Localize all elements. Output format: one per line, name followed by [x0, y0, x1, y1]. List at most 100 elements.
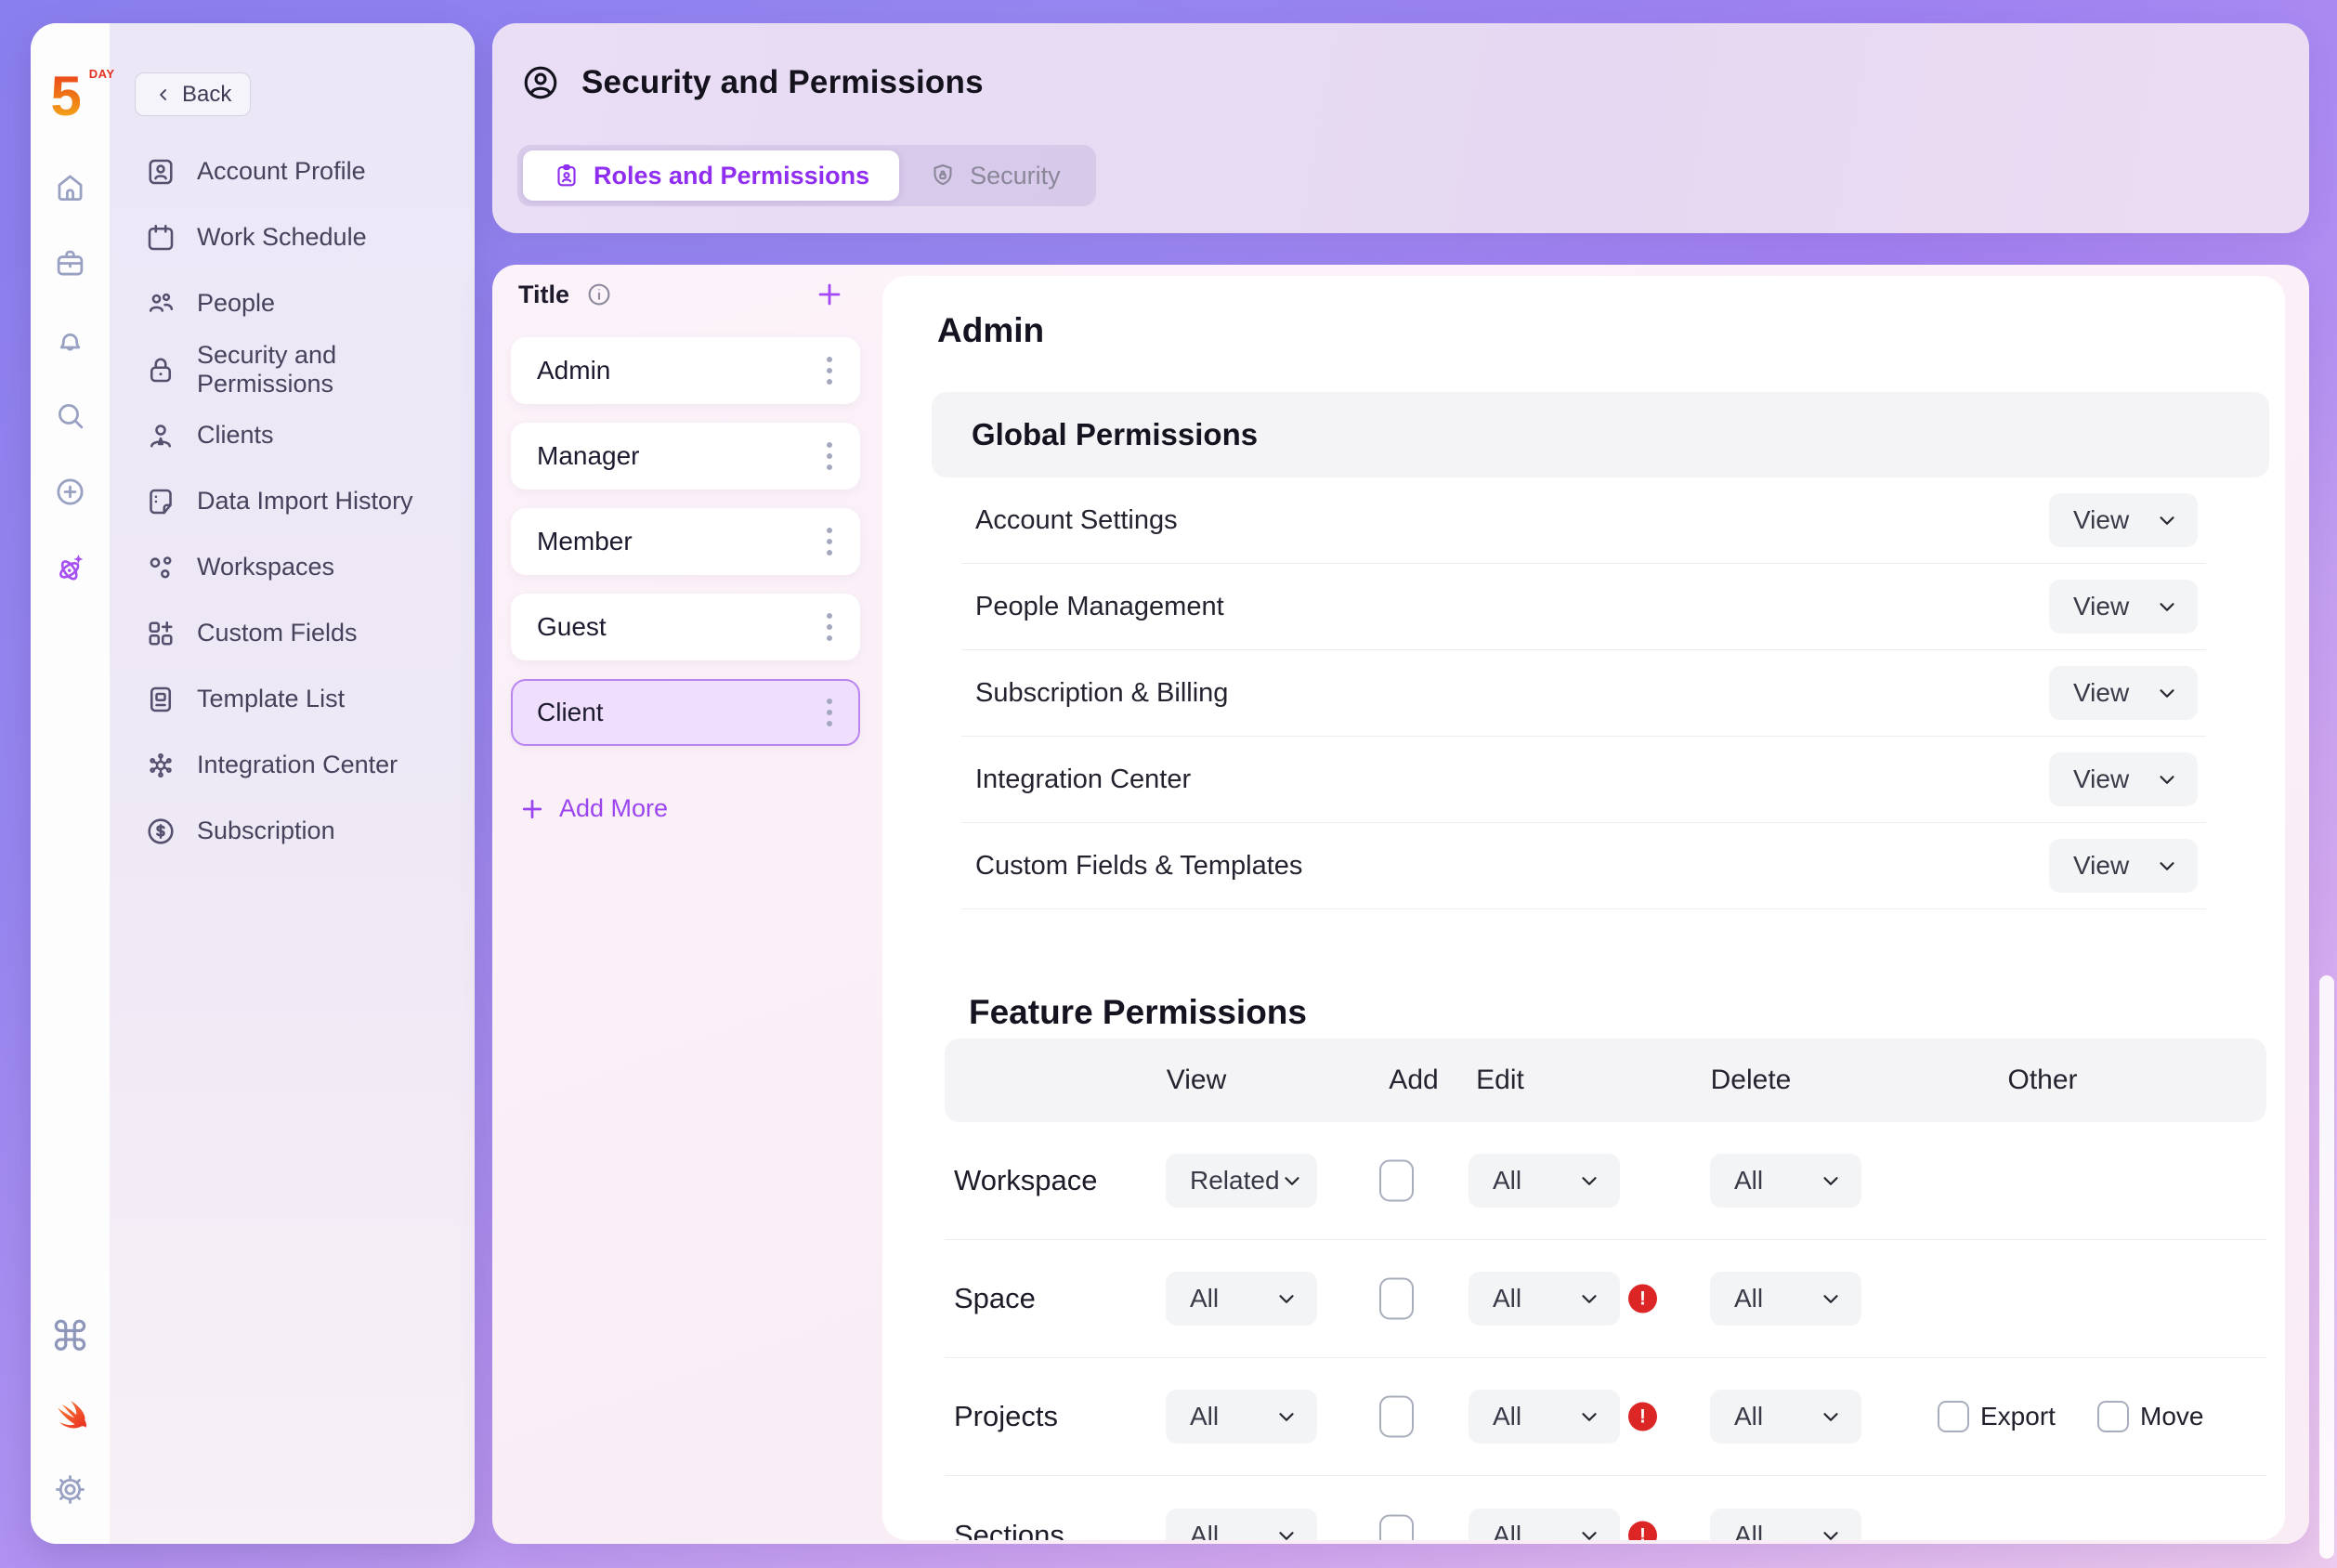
add-role-plus-icon[interactable]: [814, 279, 845, 310]
kebab-menu-icon[interactable]: [821, 351, 838, 390]
dropdown-value: All: [1493, 1166, 1522, 1195]
chevron-down-icon: [1823, 1177, 1838, 1185]
global-permissions-header: Global Permissions: [932, 392, 2269, 477]
space-edit-dropdown[interactable]: All: [1469, 1272, 1620, 1326]
sidebar-item-integration-center[interactable]: Integration Center: [135, 732, 475, 798]
swift-icon[interactable]: [52, 1396, 89, 1433]
sidebar-item-work-schedule[interactable]: Work Schedule: [135, 204, 475, 270]
feature-permissions-rows: Workspace Related All All: [945, 1122, 2266, 1540]
lock-icon: [150, 358, 172, 382]
projects-view-dropdown[interactable]: All: [1166, 1390, 1317, 1444]
briefcase-icon[interactable]: [53, 246, 87, 281]
people-management-dropdown[interactable]: View: [2049, 580, 2198, 634]
column-other: Other: [2007, 1065, 2078, 1095]
workspace-delete-dropdown[interactable]: All: [1710, 1154, 1861, 1208]
space-add-checkbox[interactable]: [1379, 1277, 1414, 1320]
projects-add-checkbox[interactable]: [1379, 1395, 1414, 1438]
sections-edit-error-icon: [1628, 1521, 1657, 1540]
permission-label: Integration Center: [975, 764, 1192, 794]
workspace-edit-dropdown[interactable]: All: [1469, 1154, 1620, 1208]
kebab-menu-icon[interactable]: [821, 522, 838, 561]
role-card-guest[interactable]: Guest: [511, 594, 860, 660]
feature-row-label: Projects: [954, 1400, 1058, 1432]
projects-move-checkbox[interactable]: [2097, 1401, 2129, 1432]
sidebar-item-clients[interactable]: Clients: [135, 402, 475, 468]
dropdown-value: All: [1734, 1520, 1764, 1541]
add-more-label: Add More: [559, 794, 669, 822]
dropdown-value: All: [1734, 1402, 1764, 1431]
role-card-admin[interactable]: Admin: [511, 337, 860, 404]
workspace-view-dropdown[interactable]: Related: [1166, 1154, 1317, 1208]
account-settings-dropdown[interactable]: View: [2049, 493, 2198, 547]
tab-label: Security: [970, 161, 1061, 189]
add-more-button[interactable]: Add More: [511, 794, 860, 823]
scrollbar[interactable]: [2319, 975, 2334, 1559]
settings-gear-icon[interactable]: [53, 1472, 87, 1507]
selected-role-heading: Admin: [937, 311, 1045, 349]
roles-column-header: Title: [511, 276, 860, 313]
column-delete: Delete: [1710, 1065, 1792, 1095]
dropdown-value: All: [1493, 1284, 1522, 1313]
role-name: Manager: [537, 441, 640, 470]
sidebar-item-account-profile[interactable]: Account Profile: [135, 138, 475, 204]
plus-circle-icon[interactable]: [53, 475, 87, 509]
workspace-add-checkbox[interactable]: [1379, 1159, 1414, 1202]
page-title: Security and Permissions: [581, 64, 984, 100]
kebab-menu-icon[interactable]: [821, 608, 838, 647]
dropdown-value: All: [1190, 1284, 1220, 1313]
permission-label: People Management: [975, 591, 1224, 621]
sidebar-item-people[interactable]: People: [135, 270, 475, 336]
info-icon[interactable]: [585, 281, 613, 308]
feature-row-workspace: Workspace Related All All: [945, 1122, 2266, 1240]
sidebar-item-security-and-permissions[interactable]: Security and Permissions: [135, 336, 475, 402]
page-header: Security and Permissions Roles and Permi…: [492, 23, 2309, 233]
role-name: Client: [537, 698, 604, 726]
sidebar-item-data-import-history[interactable]: Data Import History: [135, 468, 475, 534]
integration-center-dropdown[interactable]: View: [2049, 752, 2198, 806]
space-delete-dropdown[interactable]: All: [1710, 1272, 1861, 1326]
permission-row-account-settings: Account Settings View: [961, 477, 2206, 564]
kebab-menu-icon[interactable]: [821, 437, 838, 476]
sidebar-item-template-list[interactable]: Template List: [135, 666, 475, 732]
squares-plus-icon: [149, 621, 173, 646]
sections-edit-dropdown[interactable]: All: [1469, 1508, 1620, 1540]
role-card-member[interactable]: Member: [511, 508, 860, 575]
sidebar-item-custom-fields[interactable]: Custom Fields: [135, 600, 475, 666]
dropdown-value: All: [1734, 1284, 1764, 1313]
ai-sparkle-icon[interactable]: [53, 551, 87, 585]
space-view-dropdown[interactable]: All: [1166, 1272, 1317, 1326]
dropdown-value: All: [1190, 1520, 1220, 1541]
sections-add-checkbox[interactable]: [1379, 1514, 1414, 1540]
role-card-manager[interactable]: Manager: [511, 423, 860, 490]
tab-security[interactable]: Security: [899, 150, 1090, 201]
feature-row-sections: Sections All All All: [945, 1476, 2266, 1540]
sidebar-item-subscription[interactable]: Subscription: [135, 798, 475, 864]
kebab-menu-icon[interactable]: [821, 693, 838, 732]
projects-delete-dropdown[interactable]: All: [1710, 1390, 1861, 1444]
dropdown-value: All: [1493, 1402, 1522, 1431]
chevron-down-icon: [2160, 603, 2174, 611]
sidebar-item-workspaces[interactable]: Workspaces: [135, 534, 475, 600]
back-button[interactable]: Back: [135, 72, 252, 116]
projects-edit-dropdown[interactable]: All: [1469, 1390, 1620, 1444]
role-card-client[interactable]: Client: [511, 679, 860, 746]
home-icon[interactable]: [53, 170, 87, 204]
logo-word: DAY: [88, 67, 115, 81]
chevron-left-icon: [160, 88, 166, 100]
feature-row-label: Space: [954, 1282, 1036, 1314]
sidebar-item-label: Data Import History: [197, 487, 413, 515]
roles-column-title: Title: [518, 280, 570, 308]
custom-fields-templates-dropdown[interactable]: View: [2049, 839, 2198, 893]
search-icon[interactable]: [53, 399, 87, 433]
tab-roles-and-permissions[interactable]: Roles and Permissions: [523, 150, 900, 201]
chevron-down-icon: [1823, 1531, 1838, 1540]
sections-delete-dropdown[interactable]: All: [1710, 1508, 1861, 1541]
page-title-row: Security and Permissions: [520, 62, 984, 103]
bell-icon[interactable]: [53, 322, 87, 357]
chevron-down-icon: [1582, 1295, 1597, 1303]
command-icon[interactable]: ⌘: [49, 1314, 91, 1360]
dollar-circle-icon: [148, 817, 174, 844]
subscription-billing-dropdown[interactable]: View: [2049, 666, 2198, 720]
projects-export-checkbox[interactable]: [1938, 1401, 1969, 1432]
sections-view-dropdown[interactable]: All: [1166, 1508, 1317, 1541]
